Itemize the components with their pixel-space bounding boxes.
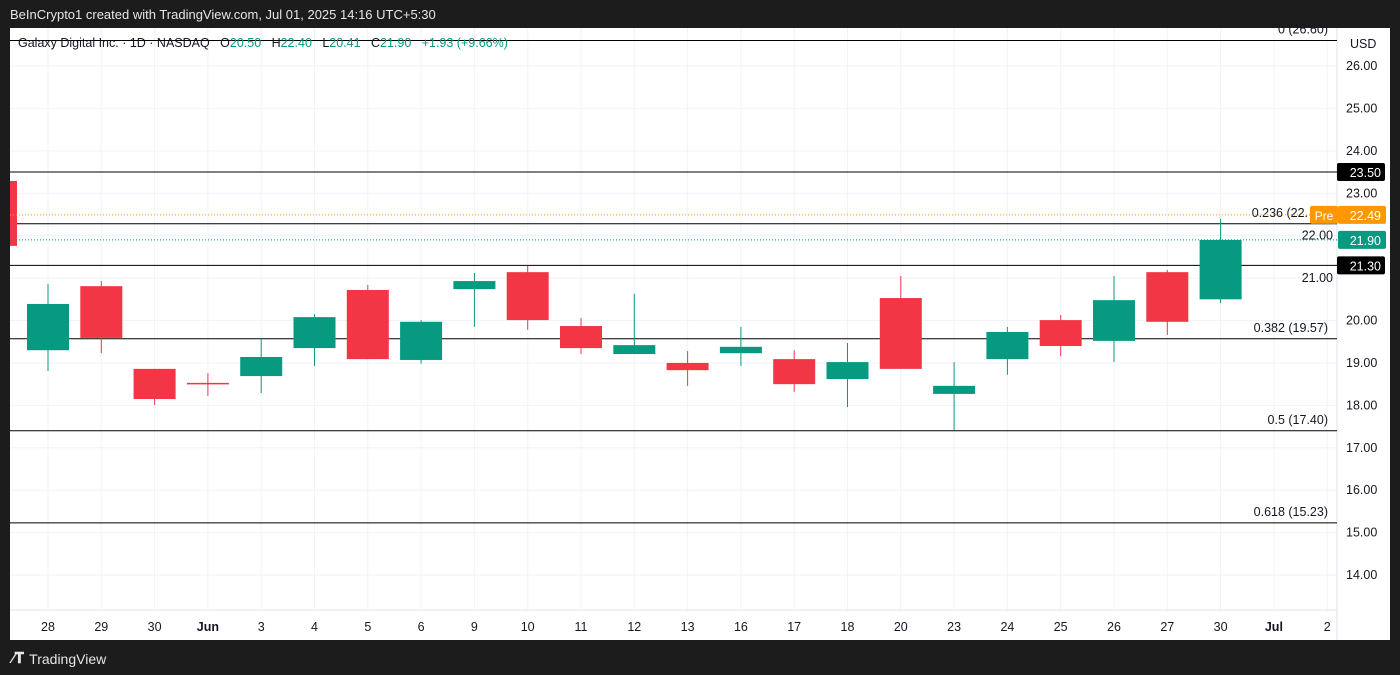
fib-level-label: 0 (26.60) xyxy=(1278,23,1328,37)
x-tick-label: 23 xyxy=(947,620,961,634)
brand-name: TradingView xyxy=(29,650,107,667)
close-value: 21.90 xyxy=(380,36,412,50)
currency-label: USD xyxy=(1350,37,1376,51)
symbol-name[interactable]: Galaxy Digital Inc. · 1D · NASDAQ xyxy=(18,36,210,50)
x-tick-label: 20 xyxy=(894,620,908,634)
x-tick-label: 4 xyxy=(311,620,318,634)
x-tick-label: 24 xyxy=(1000,620,1014,634)
candle-body xyxy=(613,345,656,355)
x-tick-label: 17 xyxy=(787,620,801,634)
x-tick-label: 16 xyxy=(734,620,748,634)
x-tick-label: 29 xyxy=(94,620,108,634)
y-tick-label: 26.00 xyxy=(1346,59,1377,73)
x-tick-label: 11 xyxy=(575,620,588,634)
tradingview-logo-icon: ⁄𝐓 xyxy=(12,650,25,667)
y-tick-label: 16.00 xyxy=(1346,483,1377,497)
last-price-tag xyxy=(1338,230,1386,249)
candle-body xyxy=(186,382,229,385)
y-tick-label: 23.00 xyxy=(1346,186,1377,200)
candle-body xyxy=(1039,320,1082,346)
x-tick-label: 30 xyxy=(1214,620,1228,634)
candle-body xyxy=(27,303,69,351)
premarket-price-tag xyxy=(1338,205,1386,224)
fib-level-label: 0.236 (22. xyxy=(1252,206,1308,220)
open-label: O xyxy=(220,36,230,50)
x-tick-label: Jun xyxy=(197,620,219,634)
candle-body xyxy=(1093,300,1135,341)
y-tick-label: 15.00 xyxy=(1346,526,1377,540)
price-tag xyxy=(1337,163,1385,182)
y-tick-label: 18.00 xyxy=(1346,398,1377,412)
x-tick-label: 13 xyxy=(681,620,695,634)
candle-body xyxy=(826,362,869,380)
x-tick-label: 27 xyxy=(1160,620,1174,634)
candle-body xyxy=(133,368,176,399)
chart-credit: BeInCrypto1 created with TradingView.com… xyxy=(10,7,436,22)
fib-level-label: 0.382 (19.57) xyxy=(1254,321,1328,335)
candle-body xyxy=(773,359,816,385)
x-tick-label: 5 xyxy=(364,620,371,634)
x-tick-label: 9 xyxy=(471,620,478,634)
premarket-price-label: 22.49 xyxy=(1350,209,1381,223)
high-value: 22.40 xyxy=(280,36,312,50)
footer-brand: ⁄𝐓 TradingView xyxy=(12,650,106,667)
y-tick-label: 24.00 xyxy=(1346,144,1377,158)
candle-body xyxy=(293,317,336,349)
symbol-legend: Galaxy Digital Inc. · 1D · NASDAQ O20.50… xyxy=(18,36,508,50)
low-value: 20.41 xyxy=(329,36,361,50)
x-tick-label: 26 xyxy=(1107,620,1121,634)
candle-body xyxy=(240,357,283,377)
candle-body xyxy=(560,326,602,349)
x-tick-label: 6 xyxy=(418,620,425,634)
candle-body xyxy=(453,281,496,290)
candle-partial xyxy=(10,180,17,246)
price-tag-label: 23.50 xyxy=(1350,166,1381,180)
price-tag-label: 21.30 xyxy=(1350,259,1381,273)
y-tick-label: 25.00 xyxy=(1346,101,1377,115)
x-tick-label: 30 xyxy=(148,620,162,634)
price-tag xyxy=(1337,256,1385,275)
candle-body xyxy=(400,321,443,360)
low-label: L xyxy=(322,36,330,50)
x-tick-label: 28 xyxy=(41,620,55,634)
open-value: 20.50 xyxy=(229,36,262,50)
x-tick-label: Jul xyxy=(1265,620,1283,634)
candle-body xyxy=(719,346,762,354)
candle-body xyxy=(933,385,976,394)
x-tick-label: 12 xyxy=(627,620,641,634)
candle-body xyxy=(1199,239,1242,300)
fib-level-label: 0.618 (15.23) xyxy=(1254,505,1328,519)
candle-body xyxy=(666,362,709,371)
y-tick-label: 14.00 xyxy=(1346,568,1377,582)
candle-body xyxy=(346,289,389,360)
y-tick-label: 17.00 xyxy=(1346,441,1377,455)
y-tick-label: 20.00 xyxy=(1346,314,1377,328)
y-tick-label: 21.00 xyxy=(1302,271,1333,285)
x-tick-label: 10 xyxy=(521,620,535,634)
x-tick-label: 18 xyxy=(841,620,855,634)
premarket-badge-label: Pre xyxy=(1315,209,1334,223)
candle-body xyxy=(1146,272,1189,322)
y-tick-label: 22.00 xyxy=(1302,229,1333,243)
high-label: H xyxy=(271,36,281,50)
candle-body xyxy=(879,298,922,369)
close-label: C xyxy=(370,36,380,50)
candle-body xyxy=(80,286,123,338)
chart-panel[interactable] xyxy=(10,28,1390,640)
premarket-badge xyxy=(1310,205,1338,224)
candle-body xyxy=(986,331,1029,360)
x-tick-label: 25 xyxy=(1054,620,1068,634)
x-tick-label: 2 xyxy=(1324,620,1331,634)
change-value: +1.93 (+9.66%) xyxy=(421,36,508,50)
last-price-label: 21.90 xyxy=(1350,234,1381,248)
x-tick-label: 3 xyxy=(258,620,265,634)
y-tick-label: 19.00 xyxy=(1346,356,1377,370)
candle-body xyxy=(506,272,549,321)
fib-level-label: 0.5 (17.40) xyxy=(1268,413,1328,427)
